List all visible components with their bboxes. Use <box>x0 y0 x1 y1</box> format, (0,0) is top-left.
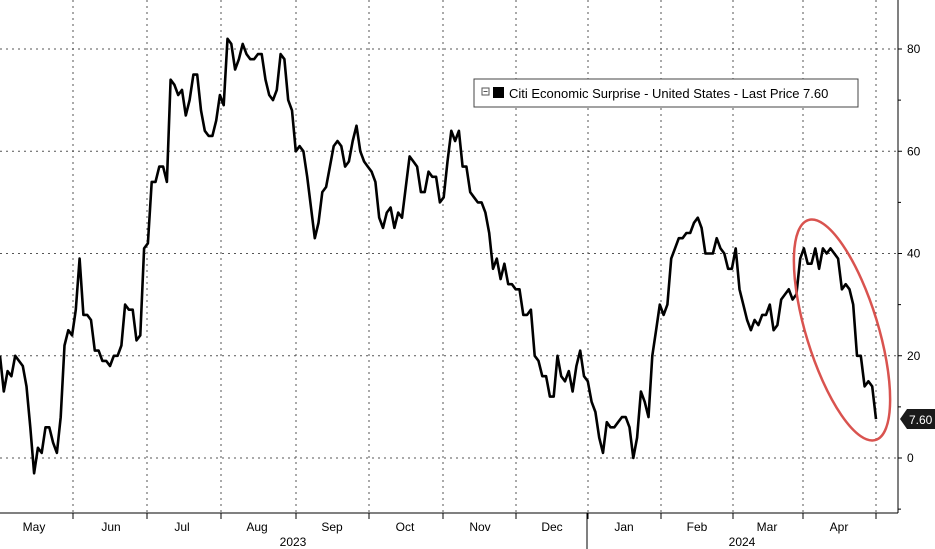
x-tick-label: Sep <box>321 520 343 534</box>
x-tick-label: Jan <box>614 520 633 534</box>
legend-swatch <box>493 87 504 98</box>
y-tick-label: 40 <box>907 247 921 261</box>
highlight-ellipse <box>792 218 892 442</box>
x-tick-label: Oct <box>396 520 415 534</box>
y-tick-label: 80 <box>907 42 921 56</box>
year-label: 2024 <box>729 535 756 549</box>
last-value-label: 7.60 <box>909 413 933 427</box>
x-tick-label: Aug <box>246 520 267 534</box>
x-tick-label: Mar <box>757 520 778 534</box>
year-label: 2023 <box>280 535 307 549</box>
legend: Citi Economic Surprise - United States -… <box>473 78 859 108</box>
x-tick-label: Dec <box>541 520 562 534</box>
x-tick-label: Apr <box>830 520 849 534</box>
gridlines <box>0 0 898 513</box>
legend-label: Citi Economic Surprise - United States -… <box>509 86 828 101</box>
last-value-tag: 7.60 <box>900 409 935 429</box>
x-tick-label: Jul <box>174 520 189 534</box>
x-tick-label: May <box>23 520 46 534</box>
y-tick-label: 60 <box>907 144 921 158</box>
y-tick-label: 20 <box>907 349 921 363</box>
y-tick-label: 0 <box>907 451 914 465</box>
x-tick-label: Feb <box>687 520 708 534</box>
last-value-tag-shape <box>900 409 935 429</box>
x-tick-label: Jun <box>101 520 120 534</box>
legend-expand-icon <box>481 87 490 96</box>
legend-box <box>473 78 859 108</box>
x-tick-label: Nov <box>469 520 490 534</box>
series-line-citi-economic-surprise <box>0 37 878 475</box>
